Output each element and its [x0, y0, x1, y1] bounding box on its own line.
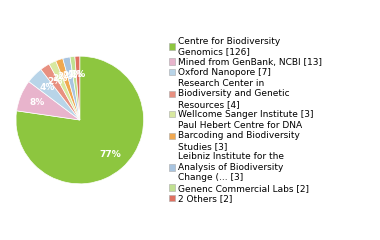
Text: 1%: 1% — [67, 70, 82, 79]
Legend: Centre for Biodiversity
Genomics [126], Mined from GenBank, NCBI [13], Oxford Na: Centre for Biodiversity Genomics [126], … — [168, 36, 323, 204]
Wedge shape — [41, 64, 80, 120]
Text: 8%: 8% — [30, 98, 45, 107]
Wedge shape — [70, 56, 80, 120]
Text: 2%: 2% — [47, 77, 62, 86]
Text: 2%: 2% — [52, 74, 68, 83]
Text: 2%: 2% — [57, 72, 73, 81]
Wedge shape — [56, 59, 80, 120]
Wedge shape — [16, 56, 144, 184]
Wedge shape — [17, 82, 80, 120]
Wedge shape — [63, 57, 80, 120]
Text: 4%: 4% — [40, 83, 55, 92]
Text: 1%: 1% — [70, 70, 86, 78]
Text: 77%: 77% — [99, 150, 121, 159]
Wedge shape — [75, 56, 80, 120]
Wedge shape — [29, 69, 80, 120]
Text: 2%: 2% — [62, 71, 78, 80]
Wedge shape — [49, 61, 80, 120]
